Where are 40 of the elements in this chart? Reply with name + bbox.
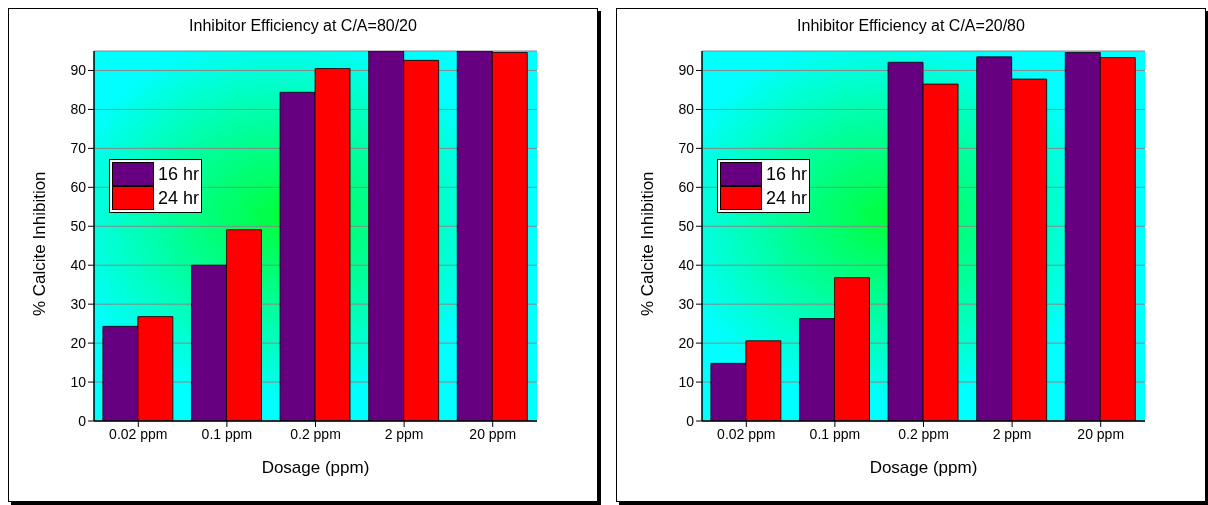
x-tick-label: 0.1 ppm <box>809 425 861 442</box>
y-tick-label: 10 <box>70 374 87 391</box>
y-tick-label: 60 <box>678 179 695 196</box>
y-tick-label: 10 <box>678 374 695 391</box>
y-tick-label: 0 <box>686 412 695 429</box>
x-tick-label: 2 ppm <box>384 425 424 442</box>
chart-title: Inhibitor Efficiency at C/A=80/20 <box>188 17 418 35</box>
y-tick-label: 0 <box>78 412 87 429</box>
x-tick-label: 2 ppm <box>992 425 1032 442</box>
x-tick-label: 0.2 ppm <box>290 425 341 442</box>
x-tick-label: 0.02 ppm <box>109 425 168 442</box>
legend-label: 24 hr <box>766 187 808 209</box>
x-axis-title: Dosage (ppm) <box>869 458 978 477</box>
y-tick-label: 80 <box>678 101 695 118</box>
y-tick-label: 50 <box>678 218 695 235</box>
legend-label: 24 hr <box>158 187 200 209</box>
y-tick-label: 70 <box>678 140 695 157</box>
chart-title: Inhibitor Efficiency at C/A=20/80 <box>796 17 1026 35</box>
y-tick-label: 70 <box>70 140 87 157</box>
y-axis-title: % Calcite Inhibition <box>30 171 50 316</box>
y-tick-label: 60 <box>70 179 87 196</box>
legend-label: 16 hr <box>766 163 808 185</box>
y-tick-label: 50 <box>70 218 87 235</box>
legend-label: 16 hr <box>158 163 200 185</box>
x-tick-label: 20 ppm <box>1077 425 1125 442</box>
y-tick-label: 40 <box>678 257 695 274</box>
y-tick-label: 40 <box>70 257 87 274</box>
y-axis-title: % Calcite Inhibition <box>638 171 658 316</box>
x-tick-label: 0.1 ppm <box>201 425 253 442</box>
y-tick-label: 90 <box>70 62 87 79</box>
y-tick-label: 20 <box>678 335 695 352</box>
y-tick-label: 80 <box>70 101 87 118</box>
x-tick-label: 0.2 ppm <box>898 425 949 442</box>
y-tick-label: 90 <box>678 62 695 79</box>
x-tick-label: 0.02 ppm <box>717 425 776 442</box>
y-tick-label: 30 <box>70 296 87 313</box>
y-tick-label: 30 <box>678 296 695 313</box>
x-axis-title: Dosage (ppm) <box>261 458 370 477</box>
x-tick-label: 20 ppm <box>469 425 517 442</box>
y-tick-label: 20 <box>70 335 87 352</box>
